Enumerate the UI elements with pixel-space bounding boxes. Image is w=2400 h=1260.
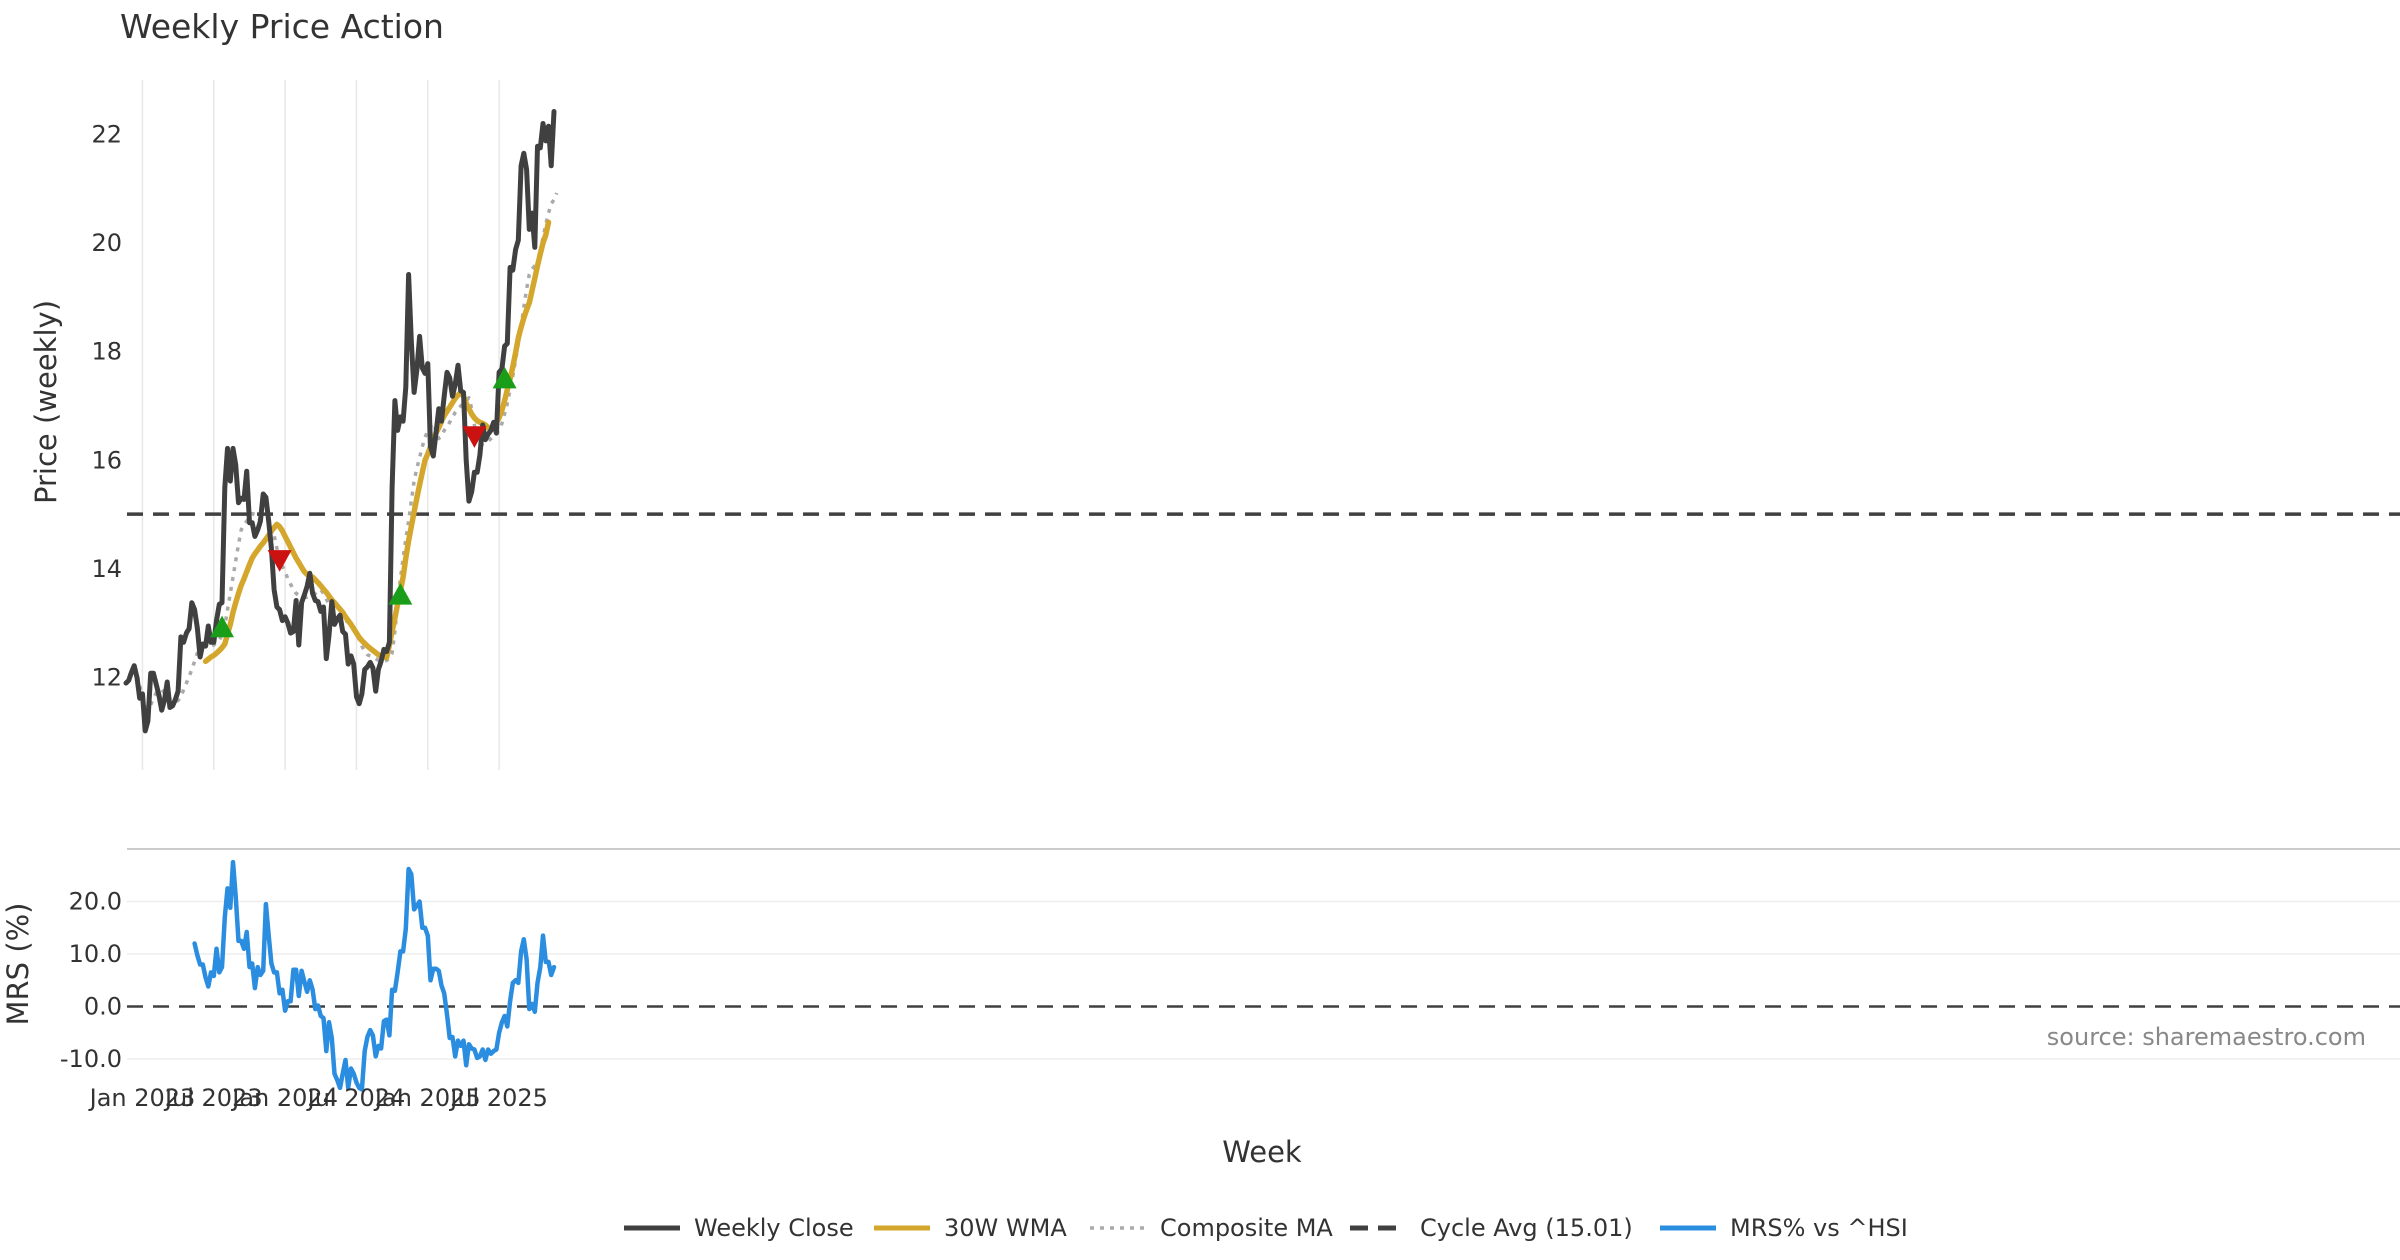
price-y-tick-label: 20 [91, 229, 122, 257]
legend: Weekly Close 30W WMA Composite MA Cycle Avg… [624, 1214, 1908, 1242]
x-tick-label: Jul 2023 [163, 1084, 263, 1112]
price-grid [141, 80, 500, 770]
sell-signal-marker [462, 426, 487, 448]
mrs-y-axis-label: MRS (%) [1, 903, 35, 1026]
buy-signal-marker [492, 366, 517, 389]
buy-signal-marker [210, 615, 235, 638]
buy-signal-marker [388, 583, 413, 605]
price-y-tick-label: 18 [91, 338, 122, 366]
mrs-y-tick-label: 20.0 [69, 888, 122, 916]
mrs-y-tick-label: 10.0 [69, 940, 122, 968]
mrs-y-tick-label: 0.0 [84, 993, 122, 1021]
series-mrs-vs-hsi [192, 859, 557, 1092]
legend-label: Cycle Avg (15.01) [1420, 1214, 1633, 1242]
signal-markers [210, 366, 517, 638]
x-axis-label: Week [1222, 1135, 1302, 1169]
x-tick-label: Jan 2023 [88, 1084, 196, 1112]
mrs-y-tick-label: -10.0 [60, 1045, 122, 1073]
x-tick-label: Jul 2025 [448, 1084, 548, 1112]
chart-title: Weekly Price Action [120, 7, 444, 46]
source-note: source: sharemaestro.com [2047, 1023, 2366, 1051]
price-y-tick-label: 14 [91, 555, 122, 583]
price-y-tick-label: 22 [91, 120, 122, 148]
mrs-grid [127, 900, 2400, 1060]
sell-signal-marker [267, 550, 292, 572]
legend-label: Composite MA [1160, 1214, 1333, 1242]
mrs-y-ticks: 20.0 10.0 0.0 -10.0 [60, 888, 122, 1074]
legend-label: Weekly Close [694, 1214, 854, 1242]
price-y-tick-label: 16 [91, 446, 122, 474]
legend-label: 30W WMA [944, 1214, 1067, 1242]
series-weekly-close [123, 109, 557, 734]
mrs-series [127, 859, 2400, 1092]
x-tick-label: Jan 2025 [373, 1084, 481, 1112]
price-series [123, 109, 2400, 734]
price-y-tick-label: 12 [91, 664, 122, 692]
legend-label: MRS% vs ^HSI [1730, 1214, 1908, 1242]
price-y-ticks: 12 14 16 18 20 22 [91, 120, 122, 691]
series-30w-wma [202, 219, 552, 665]
x-tick-label: Jan 2024 [230, 1084, 338, 1112]
x-tick-label: Jul 2024 [306, 1084, 406, 1112]
price-y-axis-label: Price (weekly) [29, 300, 63, 504]
